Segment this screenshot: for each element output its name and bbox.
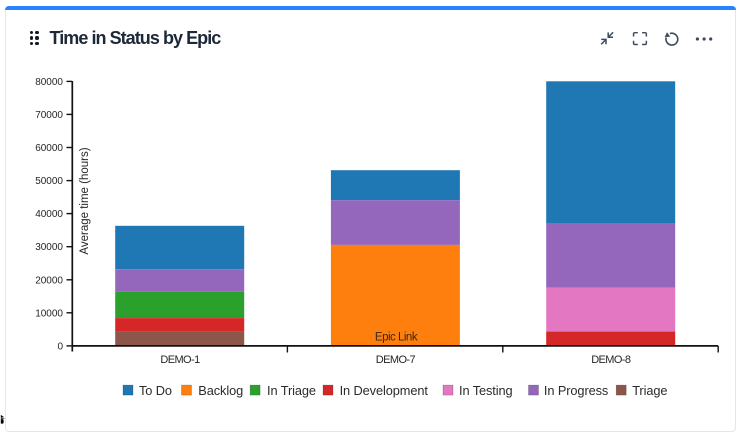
svg-text:50000: 50000 (35, 176, 63, 187)
svg-text:30000: 30000 (35, 242, 63, 253)
svg-text:Average time (hours): Average time (hours) (79, 147, 91, 254)
svg-text:Epic Link: Epic Link (375, 331, 418, 343)
svg-text:Backlog: Backlog (198, 383, 243, 398)
svg-text:40000: 40000 (35, 209, 63, 220)
svg-text:In Triage: In Triage (267, 383, 316, 398)
svg-text:DEMO-1: DEMO-1 (160, 354, 200, 366)
svg-text:In Testing: In Testing (459, 383, 513, 398)
svg-text:DEMO-8: DEMO-8 (591, 354, 631, 366)
svg-text:0: 0 (57, 341, 63, 352)
svg-text:70000: 70000 (35, 110, 63, 121)
svg-text:80000: 80000 (35, 77, 63, 88)
svg-text:Triage: Triage (632, 383, 667, 398)
svg-text:60000: 60000 (35, 143, 63, 154)
svg-text:20000: 20000 (35, 275, 63, 286)
svg-text:To Do: To Do (139, 383, 172, 398)
svg-text:In Progress: In Progress (544, 383, 608, 398)
svg-text:In Development: In Development (340, 383, 429, 398)
svg-text:10000: 10000 (35, 308, 63, 319)
svg-text:DEMO-7: DEMO-7 (376, 354, 416, 366)
